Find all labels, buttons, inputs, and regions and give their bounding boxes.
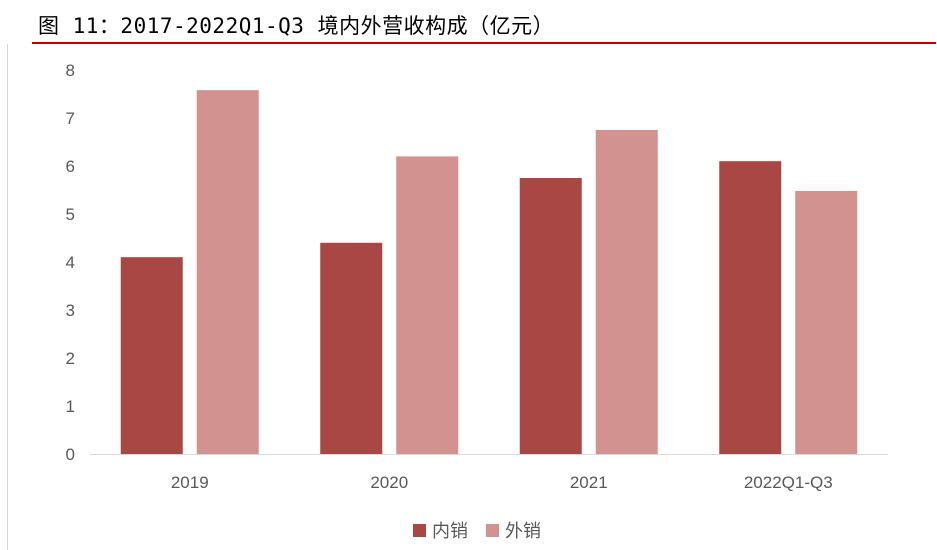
bar-domestic bbox=[519, 178, 582, 454]
x-tick-label: 2019 bbox=[171, 473, 209, 492]
legend: 内销 外销 bbox=[413, 521, 541, 542]
y-tick-label: 8 bbox=[66, 61, 75, 80]
left-border bbox=[7, 44, 8, 550]
bar-domestic bbox=[120, 257, 183, 454]
y-tick-label: 7 bbox=[66, 109, 75, 128]
x-tick-label: 2020 bbox=[370, 473, 408, 492]
title-underline bbox=[32, 42, 936, 44]
x-axis: 2019 2020 2021 2022Q1-Q3 bbox=[171, 473, 833, 492]
legend-label: 外销 bbox=[505, 521, 541, 542]
y-tick-label: 3 bbox=[66, 301, 75, 320]
bar-export bbox=[795, 190, 858, 454]
y-tick-label: 2 bbox=[66, 349, 75, 368]
bar-export bbox=[396, 156, 459, 454]
y-tick-label: 4 bbox=[66, 253, 75, 272]
x-tick-label: 2021 bbox=[570, 473, 608, 492]
bars bbox=[120, 90, 858, 454]
bar-domestic bbox=[719, 161, 782, 454]
y-axis: 0 1 2 3 4 5 6 7 8 bbox=[66, 61, 75, 464]
chart-title: 图 11：2017-2022Q1-Q3 境内外营收构成（亿元） bbox=[38, 14, 555, 38]
x-tick-label: 2022Q1-Q3 bbox=[744, 473, 833, 492]
y-tick-label: 6 bbox=[66, 157, 75, 176]
y-tick-label: 5 bbox=[66, 205, 75, 224]
bar-export bbox=[595, 130, 658, 454]
y-tick-label: 0 bbox=[66, 445, 75, 464]
bar-domestic bbox=[320, 242, 383, 454]
legend-swatch bbox=[486, 524, 499, 537]
legend-swatch bbox=[413, 524, 426, 537]
bar-export bbox=[196, 90, 259, 454]
y-tick-label: 1 bbox=[66, 397, 75, 416]
legend-label: 内销 bbox=[432, 521, 468, 542]
